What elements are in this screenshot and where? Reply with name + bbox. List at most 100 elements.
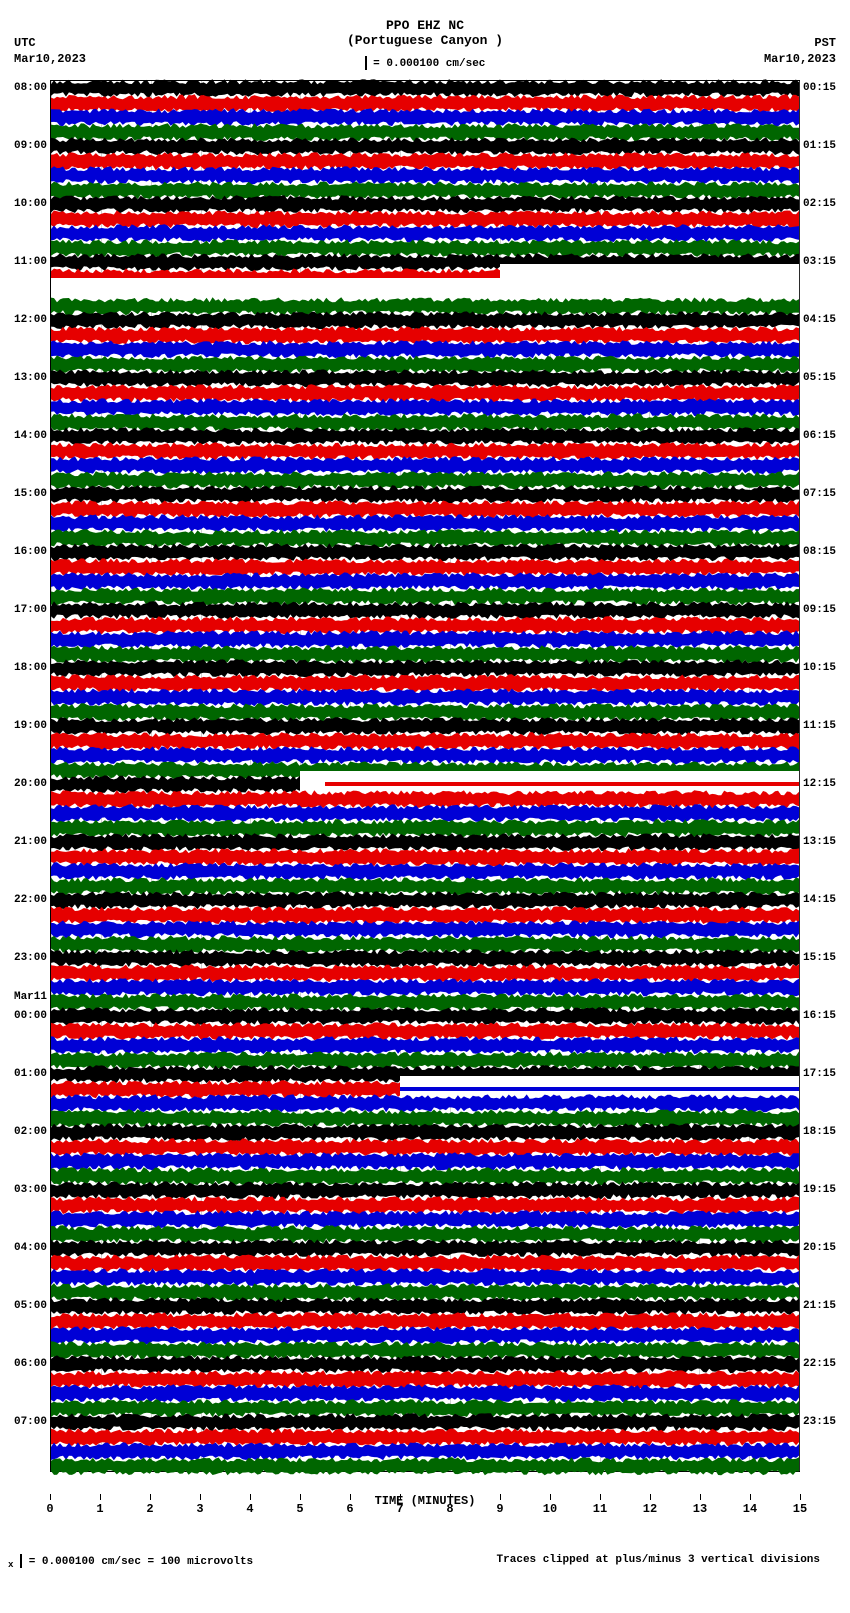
x-tick-mark [650,1494,651,1500]
tz-right-label: PST [814,36,836,50]
x-tick-label: 9 [496,1502,503,1516]
utc-time-label: 04:00 [14,1242,51,1254]
x-tick-label: 11 [593,1502,607,1516]
pst-time-label: 12:15 [799,778,836,790]
pst-time-label: 16:15 [799,1010,836,1022]
utc-time-label: 03:00 [14,1184,51,1196]
pst-time-label: 11:15 [799,720,836,732]
utc-time-label: 21:00 [14,836,51,848]
x-tick-mark [800,1494,801,1500]
trace-thin [400,1087,799,1091]
date-right: Mar10,2023 [764,52,836,66]
utc-time-label: 12:00 [14,314,51,326]
tz-left-label: UTC [14,36,36,50]
x-tick-mark [600,1494,601,1500]
x-tick-label: 5 [296,1502,303,1516]
x-tick-label: 6 [346,1502,353,1516]
pst-time-label: 17:15 [799,1068,836,1080]
pst-time-label: 04:15 [799,314,836,326]
x-tick-label: 13 [693,1502,707,1516]
utc-time-label: 07:00 [14,1416,51,1428]
pst-time-label: 02:15 [799,198,836,210]
utc-time-label: 14:00 [14,430,51,442]
pst-time-label: 01:15 [799,140,836,152]
pst-time-label: 15:15 [799,952,836,964]
date-left: Mar10,2023 [14,52,86,66]
x-tick-label: 10 [543,1502,557,1516]
utc-time-label: 22:00 [14,894,51,906]
x-tick-mark [100,1494,101,1500]
pst-time-label: 20:15 [799,1242,836,1254]
pst-time-label: 05:15 [799,372,836,384]
utc-time-label: 23:00 [14,952,51,964]
pst-time-label: 09:15 [799,604,836,616]
pst-time-label: 21:15 [799,1300,836,1312]
x-tick-label: 8 [446,1502,453,1516]
x-tick-mark [350,1494,351,1500]
utc-time-label: 18:00 [14,662,51,674]
day-label: Mar11 [14,991,51,1003]
utc-time-label: 10:00 [14,198,51,210]
x-tick-mark [300,1494,301,1500]
utc-time-label: 20:00 [14,778,51,790]
footer-clip-note: Traces clipped at plus/minus 3 vertical … [497,1554,820,1566]
pst-time-label: 13:15 [799,836,836,848]
x-tick-label: 1 [96,1502,103,1516]
header: PPO EHZ NC (Portuguese Canyon ) = 0.0001… [0,0,850,80]
utc-time-label: 02:00 [14,1126,51,1138]
station-id: PPO EHZ NC [0,18,850,33]
x-tick-mark [500,1494,501,1500]
pst-time-label: 14:15 [799,894,836,906]
pst-time-label: 19:15 [799,1184,836,1196]
x-tick-mark [50,1494,51,1500]
x-tick-mark [200,1494,201,1500]
x-axis-label: TIME (MINUTES) [50,1494,800,1508]
pst-time-label: 00:15 [799,82,836,94]
x-axis: 0123456789101112131415 TIME (MINUTES) [50,1494,800,1534]
pst-time-label: 06:15 [799,430,836,442]
utc-time-label: 05:00 [14,1300,51,1312]
x-tick-label: 15 [793,1502,807,1516]
footer-scale: x = 0.000100 cm/sec = 100 microvolts [8,1554,253,1570]
trace-row [51,1459,799,1474]
trace-waveform [51,1455,799,1478]
x-tick-label: 7 [396,1502,403,1516]
x-tick-label: 12 [643,1502,657,1516]
trace-thin [325,782,799,786]
utc-time-label: 09:00 [14,140,51,152]
location-name: (Portuguese Canyon ) [0,33,850,48]
plot-area: 08:0009:0010:0011:0012:0013:0014:0015:00… [50,80,800,1472]
x-tick-mark [250,1494,251,1500]
grid-line [799,81,800,1471]
x-tick-mark [700,1494,701,1500]
utc-time-label: 19:00 [14,720,51,732]
seismogram-chart: 08:0009:0010:0011:0012:0013:0014:0015:00… [50,80,800,1472]
utc-time-label: 08:00 [14,82,51,94]
utc-time-label: 15:00 [14,488,51,500]
utc-time-label: 00:00 [14,1010,51,1022]
x-tick-label: 4 [246,1502,253,1516]
x-tick-mark [150,1494,151,1500]
pst-time-label: 18:15 [799,1126,836,1138]
pst-time-label: 07:15 [799,488,836,500]
pst-time-label: 23:15 [799,1416,836,1428]
pst-time-label: 08:15 [799,546,836,558]
pst-time-label: 03:15 [799,256,836,268]
utc-time-label: 17:00 [14,604,51,616]
x-tick-label: 14 [743,1502,757,1516]
x-tick-mark [450,1494,451,1500]
x-tick-label: 3 [196,1502,203,1516]
utc-time-label: 01:00 [14,1068,51,1080]
x-tick-mark [750,1494,751,1500]
utc-time-label: 16:00 [14,546,51,558]
utc-time-label: 13:00 [14,372,51,384]
x-tick-mark [400,1494,401,1500]
pst-time-label: 22:15 [799,1358,836,1370]
pst-time-label: 10:15 [799,662,836,674]
x-tick-label: 2 [146,1502,153,1516]
x-tick-mark [550,1494,551,1500]
x-tick-label: 0 [46,1502,53,1516]
utc-time-label: 11:00 [14,256,51,268]
footer: x = 0.000100 cm/sec = 100 microvolts Tra… [0,1554,850,1584]
scale-legend: = 0.000100 cm/sec [0,56,850,70]
